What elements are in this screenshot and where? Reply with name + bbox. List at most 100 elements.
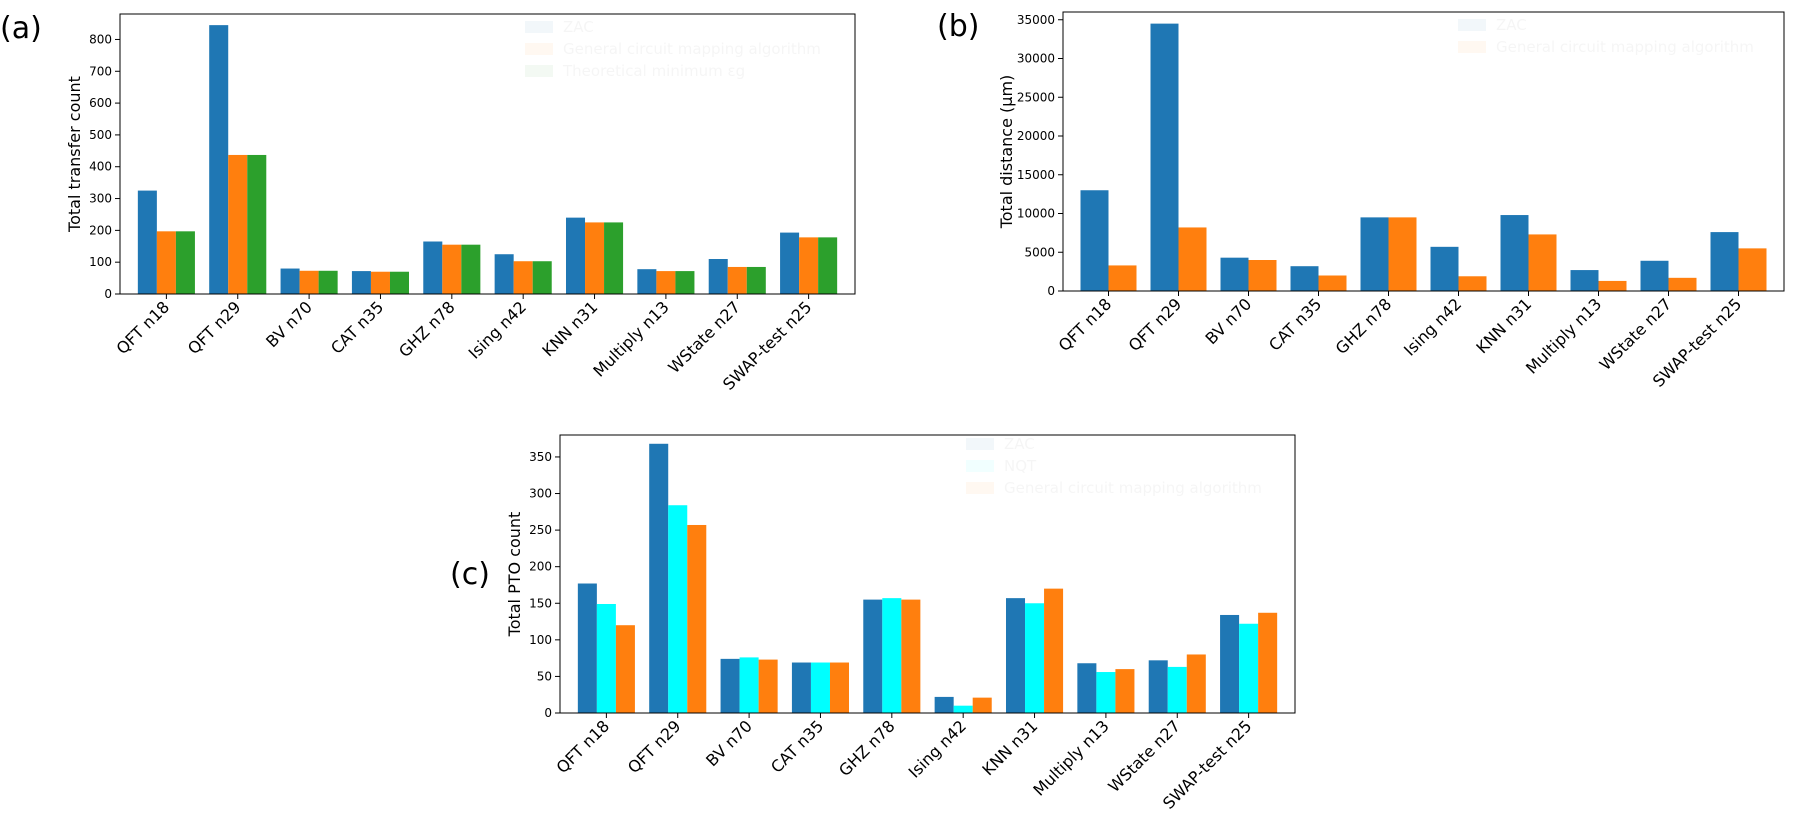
chart-c-ytick-label: 250 xyxy=(529,523,552,537)
chart-a-ytick-label: 0 xyxy=(104,287,112,301)
chart-a-bar xyxy=(280,268,300,294)
chart-c-bar xyxy=(668,505,688,713)
chart-b-bar xyxy=(1318,275,1347,291)
chart-c-bar xyxy=(739,657,759,713)
chart-c-bar xyxy=(758,659,778,713)
chart-b-category-label: Ising n42 xyxy=(1400,294,1465,359)
chart-a-legend-swatch xyxy=(525,65,553,77)
chart-a-ytick-label: 200 xyxy=(89,223,112,237)
chart-a-ytick-label: 300 xyxy=(89,192,112,206)
chart-b-ytick-label: 35000 xyxy=(1017,13,1055,27)
chart-b-category-label: KNN n31 xyxy=(1472,294,1535,357)
chart-c-bar xyxy=(1220,614,1240,713)
chart-b-ytick-label: 30000 xyxy=(1017,52,1055,66)
chart-b-bar xyxy=(1108,265,1137,291)
chart-b-bar xyxy=(1598,280,1627,291)
chart-c-ytick-label: 200 xyxy=(529,560,552,574)
chart-c-bar xyxy=(953,705,973,713)
chart-b-ytick-label: 25000 xyxy=(1017,90,1055,104)
chart-a-bar xyxy=(708,259,728,294)
chart-a-bar xyxy=(799,237,819,294)
chart-c-legend-label: NQT xyxy=(1004,457,1037,475)
chart-c-bar xyxy=(934,696,954,713)
chart-a-bar xyxy=(604,222,624,294)
chart-b-legend-swatch xyxy=(1458,41,1486,53)
chart-a-bar xyxy=(370,271,390,294)
chart-a-bar xyxy=(442,244,462,294)
chart-b-bar xyxy=(1248,260,1277,291)
chart-b-bar xyxy=(1080,190,1109,291)
chart-b-bar xyxy=(1388,217,1417,291)
chart-c-ytick-label: 150 xyxy=(529,596,552,610)
chart-c-bar xyxy=(1115,669,1135,713)
chart-a-bar xyxy=(389,271,410,294)
chart-a-category-label: CAT n35 xyxy=(327,297,387,357)
chart-a-ytick-label: 800 xyxy=(89,32,112,46)
chart-a-bar xyxy=(461,244,481,294)
chart-c-bar xyxy=(1077,663,1097,713)
chart-a-bar xyxy=(780,232,800,294)
chart-a-category-label: Multiply n13 xyxy=(589,297,672,380)
chart-c-category-label: QFT n18 xyxy=(552,716,613,777)
chart-c-bar xyxy=(829,662,850,713)
chart-a-bar xyxy=(156,231,176,294)
chart-c-category-label: GHZ n78 xyxy=(835,716,899,780)
chart-c-category-label: Multiply n13 xyxy=(1029,716,1112,799)
chart-a-bar xyxy=(585,222,605,294)
chart-b-bar xyxy=(1178,227,1207,291)
chart-a-bar xyxy=(818,237,838,294)
chart-a-legend-label: ZAC xyxy=(563,18,594,36)
chart-c-bar xyxy=(972,697,992,713)
chart-b-bar xyxy=(1458,276,1487,291)
chart-b-panel-label: (b) xyxy=(937,9,979,44)
chart-a-plot-frame xyxy=(119,13,856,295)
chart-a-bar xyxy=(351,271,371,294)
chart-a-panel-label: (a) xyxy=(0,11,42,46)
chart-a-ylabel: Total transfer count xyxy=(65,76,84,233)
chart-b-bar xyxy=(1290,266,1319,291)
chart-a-bar xyxy=(228,154,248,294)
chart-c-bar xyxy=(687,524,707,713)
chart-b-legend-label: ZAC xyxy=(1496,16,1527,34)
chart-a-bar xyxy=(656,271,676,294)
chart-a-bar xyxy=(513,261,533,294)
chart-a: (a) 0 100 200 300 400 500 600 700 800 Total transf… xyxy=(0,11,856,394)
chart-a-bar xyxy=(175,231,195,294)
chart-c-bar xyxy=(901,599,921,713)
chart-a-legend-label: Theoretical minimum εg xyxy=(562,62,745,80)
chart-a-legend: ZAC General circuit mapping algorithm Theo… xyxy=(525,18,821,80)
chart-a-ytick-label: 500 xyxy=(89,128,112,142)
chart-c-bar xyxy=(1044,588,1064,713)
chart-a-category-label: GHZ n78 xyxy=(395,297,459,361)
chart-a-bar xyxy=(209,25,229,295)
chart-b-category-label: GHZ n78 xyxy=(1332,294,1396,358)
chart-b-category-label: CAT n35 xyxy=(1265,294,1325,354)
chart-b: (b) 0 5000 10000 15000 20000 25000 30000 35000 To… xyxy=(937,9,1785,391)
chart-c-bar xyxy=(863,599,883,713)
chart-a-category-label: BV n70 xyxy=(262,297,316,351)
chart-c-ytick-label: 350 xyxy=(529,450,552,464)
chart-b-category-label: Multiply n13 xyxy=(1522,294,1605,377)
chart-c-bar xyxy=(596,603,616,713)
chart-c-plot-frame xyxy=(559,434,1296,714)
chart-b-ytick-label: 15000 xyxy=(1017,168,1055,182)
chart-c-legend-label: General circuit mapping algorithm xyxy=(1004,479,1262,497)
chart-a-bar xyxy=(746,266,766,294)
chart-b-ytick-label: 20000 xyxy=(1017,129,1055,143)
chart-c-bar xyxy=(1148,660,1168,713)
chart-c-bar xyxy=(720,658,740,713)
chart-c-category-label: QFT n29 xyxy=(624,716,685,777)
chart-b-legend: ZAC General circuit mapping algorithm xyxy=(1458,16,1754,56)
chart-a-bar xyxy=(637,269,657,294)
chart-a-bar xyxy=(494,254,514,294)
chart-b-bar xyxy=(1668,277,1697,291)
chart-c-bar xyxy=(810,662,830,713)
chart-c-category-label: BV n70 xyxy=(702,716,756,770)
chart-a-bar xyxy=(299,270,319,294)
chart-c-legend-swatch xyxy=(966,438,994,450)
chart-c-ytick-label: 300 xyxy=(529,487,552,501)
chart-c-ytick-label: 50 xyxy=(537,669,552,683)
chart-a-bar xyxy=(318,270,338,294)
chart-b-ylabel: Total distance (μm) xyxy=(997,75,1016,230)
chart-c-bar xyxy=(1167,666,1187,713)
